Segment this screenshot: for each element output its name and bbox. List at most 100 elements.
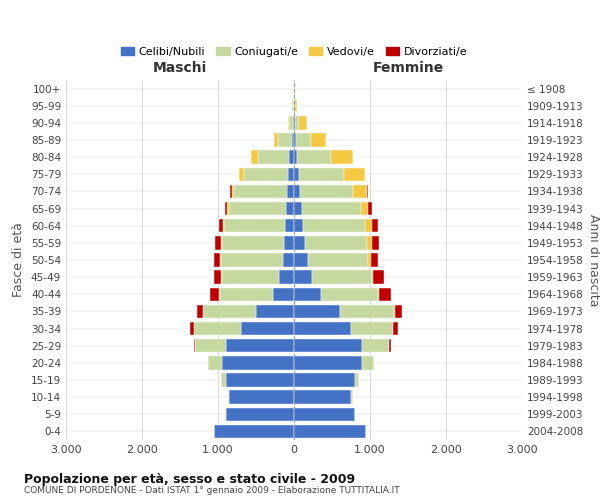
Bar [294,219,303,232]
Bar [389,339,391,352]
Bar [294,254,308,266]
Bar [305,236,367,250]
Bar [292,134,294,146]
Bar [294,270,312,284]
Bar [294,184,300,198]
Bar [226,408,294,421]
Bar [371,219,377,232]
Bar [340,304,394,318]
Bar [208,356,222,370]
Bar [320,288,379,301]
Bar [226,374,294,386]
Bar [296,134,311,146]
Y-axis label: Fasce di età: Fasce di età [13,222,25,298]
Bar [214,270,221,284]
Bar [256,304,294,318]
Y-axis label: Anni di nascita: Anni di nascita [587,214,600,306]
Bar [284,236,294,250]
Bar [229,390,294,404]
Bar [379,288,391,301]
Bar [368,202,371,215]
Bar [295,116,299,130]
Bar [311,134,326,146]
Bar [299,168,344,181]
Bar [294,322,351,336]
Bar [278,134,292,146]
Bar [362,356,374,370]
Bar [367,184,368,198]
Bar [294,236,305,250]
Bar [294,134,296,146]
Bar [222,236,284,250]
Bar [294,150,297,164]
Bar [294,424,366,438]
Bar [289,116,293,130]
Bar [214,424,294,438]
Bar [226,339,294,352]
Bar [223,219,224,232]
Bar [273,288,294,301]
Bar [294,408,355,421]
Bar [331,150,353,164]
Bar [353,184,367,198]
Bar [220,288,273,301]
Bar [293,116,294,130]
Bar [294,374,355,386]
Bar [371,270,373,284]
Bar [393,322,398,336]
Bar [283,254,294,266]
Bar [371,236,379,250]
Bar [251,150,257,164]
Bar [244,168,288,181]
Bar [214,254,220,266]
Bar [219,219,223,232]
Bar [228,390,229,404]
Bar [224,219,285,232]
Bar [274,134,278,146]
Bar [295,99,298,112]
Bar [197,304,203,318]
Bar [395,304,403,318]
Bar [294,304,340,318]
Bar [221,236,222,250]
Bar [355,374,359,386]
Bar [229,202,286,215]
Bar [312,270,371,284]
Bar [294,356,362,370]
Bar [308,254,368,266]
Bar [215,236,221,250]
Bar [239,168,244,181]
Bar [194,322,241,336]
Bar [300,184,353,198]
Bar [286,202,294,215]
Bar [195,339,226,352]
Bar [230,184,232,198]
Bar [227,202,229,215]
Bar [373,270,383,284]
Bar [302,202,361,215]
Bar [294,390,351,404]
Bar [344,168,365,181]
Bar [222,356,294,370]
Bar [303,219,365,232]
Bar [288,168,294,181]
Bar [361,202,368,215]
Text: COMUNE DI PORDENONE - Dati ISTAT 1° gennaio 2009 - Elaborazione TUTTITALIA.IT: COMUNE DI PORDENONE - Dati ISTAT 1° genn… [24,486,400,495]
Bar [288,116,289,130]
Bar [221,374,226,386]
Bar [225,202,227,215]
Text: Femmine: Femmine [373,61,443,75]
Bar [294,288,320,301]
Bar [368,254,371,266]
Bar [241,322,294,336]
Bar [194,339,195,352]
Bar [203,304,256,318]
Bar [294,168,299,181]
Text: Popolazione per età, sesso e stato civile - 2009: Popolazione per età, sesso e stato civil… [24,472,355,486]
Text: Maschi: Maschi [153,61,207,75]
Bar [371,254,379,266]
Bar [351,390,353,404]
Bar [365,219,371,232]
Bar [222,270,279,284]
Bar [351,322,393,336]
